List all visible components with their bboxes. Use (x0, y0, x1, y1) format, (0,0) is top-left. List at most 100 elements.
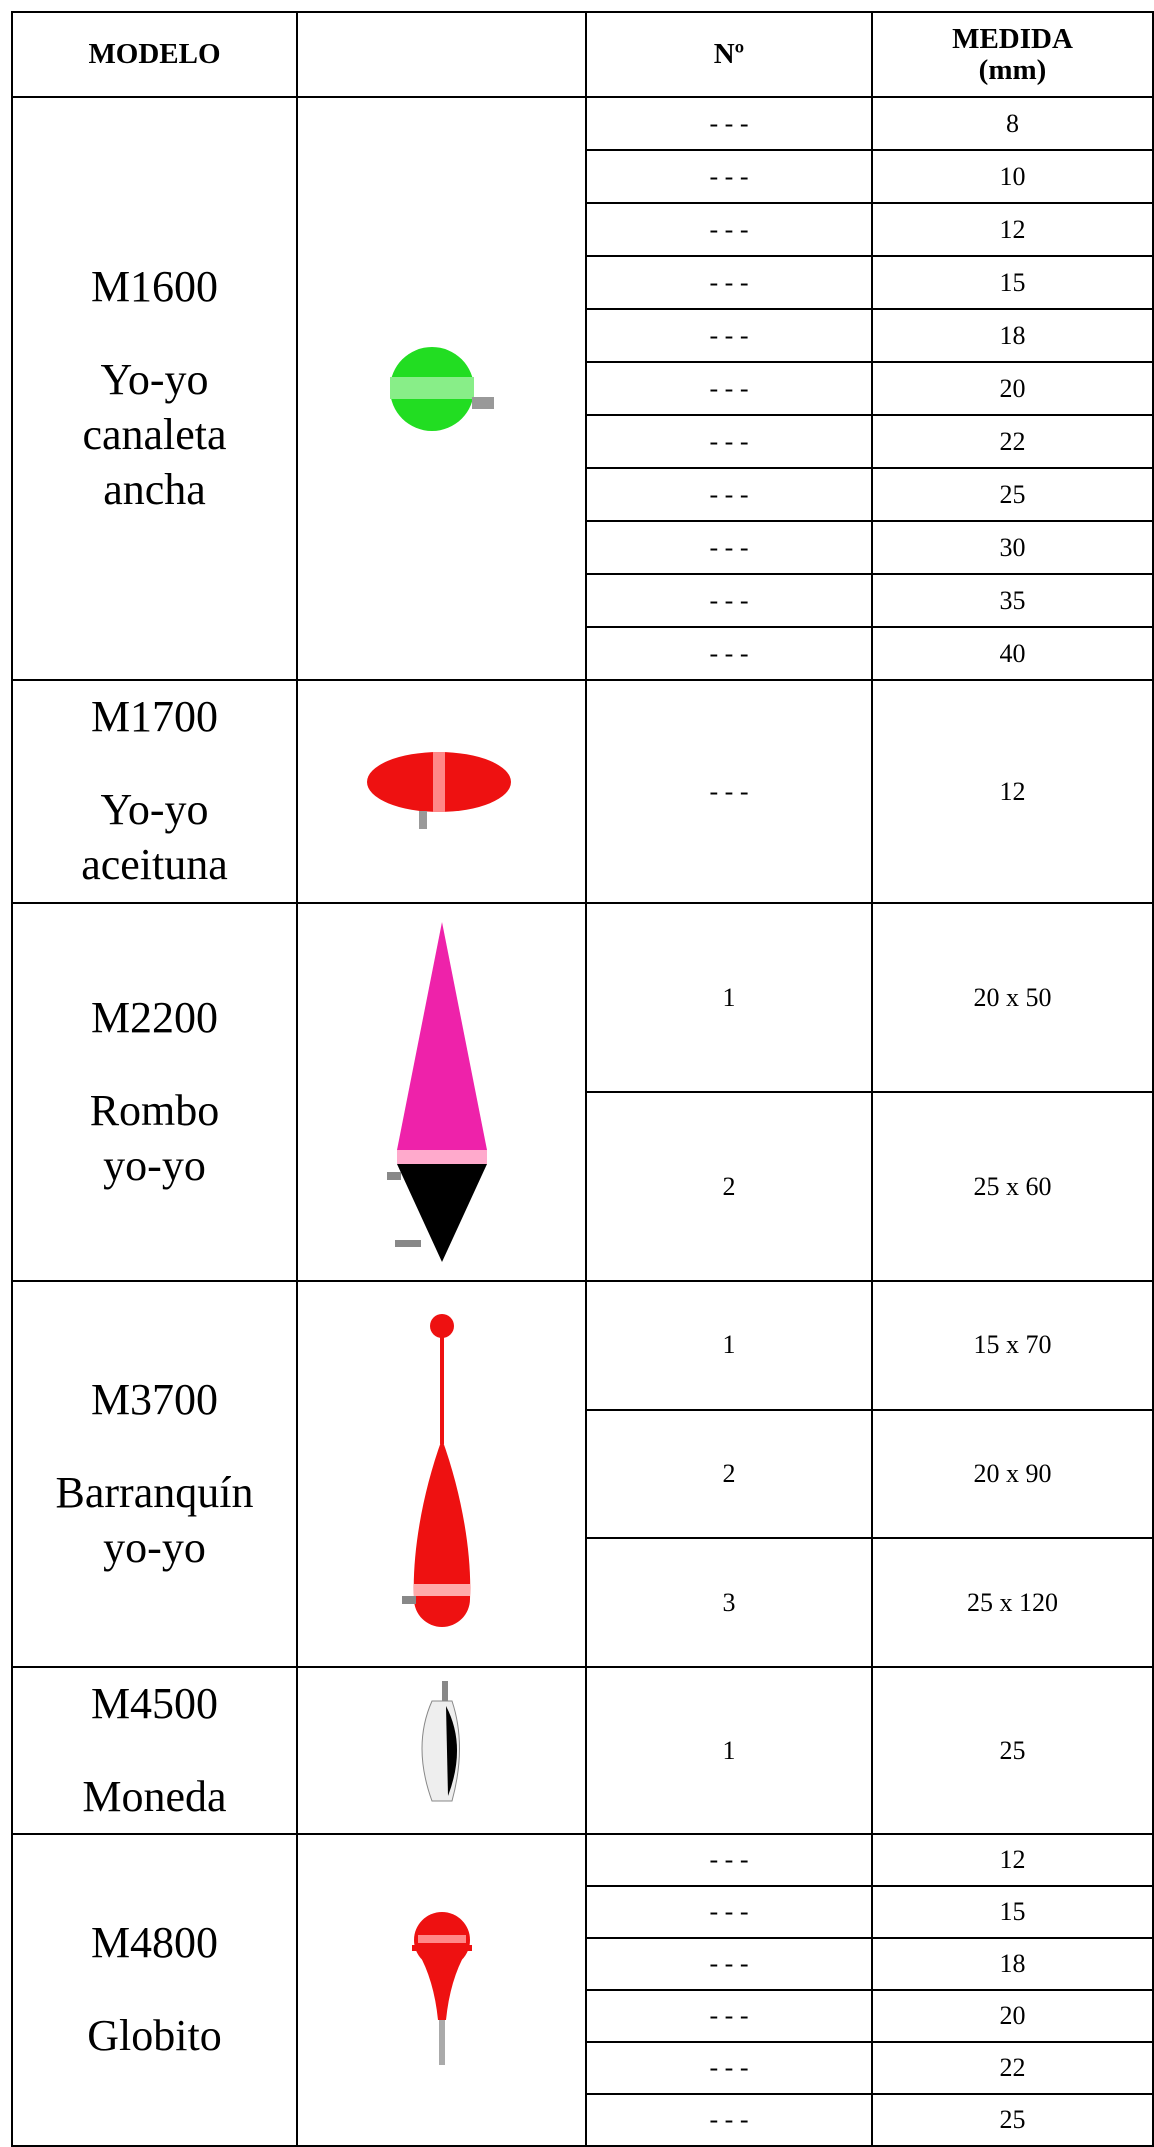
header-numero: Nº (585, 11, 873, 98)
table-body: M1600 Yo-yo canaleta ancha - - -8- - -10- … (11, 96, 1154, 2147)
model-code: M2200 (90, 992, 219, 1042)
table-row: - - -10 (12, 149, 1154, 204)
table-row: 2 25 x 60 (12, 1091, 1154, 1282)
header-image (296, 11, 587, 98)
numero-cell: - - - (585, 1989, 873, 2044)
model-name: Rombo yo-yo (89, 1085, 220, 1190)
numero-cell: - - - (585, 467, 873, 522)
header-medida: MEDIDA (mm) (871, 11, 1154, 98)
numero-cell: - - - (585, 2041, 873, 2096)
image-cell (296, 1833, 587, 2147)
numero-cell: 1 (585, 902, 873, 1093)
table-row: - - -18 (12, 308, 1154, 363)
model-code: M1700 (90, 692, 219, 741)
product-table: MODELO Nº MEDIDA (mm) M1600 Yo-yo canalet… (11, 11, 1154, 2147)
table-row: - - -20 (12, 1989, 1154, 2044)
medida-cell: 20 x 50 (871, 902, 1154, 1093)
product-image (421, 1680, 460, 1802)
table-row: - - -35 (12, 573, 1154, 628)
model-cell: M3700 Barranquín yo-yo (11, 1279, 298, 1669)
image-cell (296, 96, 587, 681)
medida-cell: 20 (871, 1989, 1154, 2044)
table-row: M2200 Rombo yo-yo 1 20 x 50 (11, 902, 1154, 1282)
numero-cell: 2 (585, 1091, 873, 1282)
model-code: M4500 (90, 1678, 219, 1728)
medida-cell: 25 x 120 (871, 1537, 1154, 1669)
medida-cell: 15 (871, 255, 1154, 310)
table-row: - - -25 (12, 467, 1154, 522)
medida-cell: 10 (871, 149, 1154, 204)
header-modelo: MODELO (11, 11, 298, 98)
table-row: M4800 Globito - - -12 (11, 1833, 1154, 2147)
model-cell: M4800 Globito (11, 1833, 298, 2147)
model-code: M4800 (90, 1918, 219, 1968)
table-row: - - -22 (12, 2041, 1154, 2096)
table-row: - - -22 (12, 414, 1154, 469)
medida-cell: 35 (871, 573, 1154, 628)
model-name: Yo-yo aceituna (81, 785, 228, 889)
numero-cell: 2 (585, 1408, 873, 1540)
numero-cell: 3 (585, 1537, 873, 1669)
model-name: Globito (87, 2011, 222, 2061)
medida-cell: 25 (871, 1666, 1154, 1836)
model-cell: M4500 Moneda (11, 1666, 298, 1836)
numero-cell: 1 (585, 1666, 873, 1836)
numero-cell: - - - (585, 679, 873, 904)
medida-cell: 12 (871, 202, 1154, 257)
medida-cell: 22 (871, 2041, 1154, 2096)
model-code: M1600 (90, 261, 219, 311)
numero-cell: - - - (585, 149, 873, 204)
medida-cell: 18 (871, 1937, 1154, 1992)
table-row: - - -15 (12, 1885, 1154, 1940)
table-row: M1700 Yo-yo aceituna - - -12 (11, 679, 1154, 904)
medida-cell: 25 (871, 467, 1154, 522)
table-row: 3 25 x 120 (12, 1537, 1154, 1669)
numero-cell: - - - (585, 1885, 873, 1940)
header-row: MODELO Nº MEDIDA (mm) (11, 11, 1154, 98)
numero-cell: - - - (585, 1833, 873, 1888)
model-cell: M1600 Yo-yo canaleta ancha (11, 96, 298, 681)
model-name: Barranquín yo-yo (55, 1467, 254, 1572)
product-image (389, 346, 494, 431)
table-row: - - -40 (12, 626, 1154, 681)
medida-cell: 20 (871, 361, 1154, 416)
medida-cell: 40 (871, 626, 1154, 681)
numero-cell: - - - (585, 1937, 873, 1992)
medida-cell: 15 x 70 (871, 1280, 1154, 1411)
medida-cell: 25 x 60 (871, 1091, 1154, 1282)
numero-cell: - - - (585, 520, 873, 575)
image-cell (296, 679, 587, 904)
product-image (401, 1314, 470, 1628)
image-cell (296, 1666, 587, 1836)
numero-cell: - - - (585, 202, 873, 257)
medida-cell: 22 (871, 414, 1154, 469)
product-image (386, 922, 487, 1262)
model-name: Yo-yo canaleta ancha (82, 354, 227, 514)
table-row: M4500 Moneda 1 25 (11, 1666, 1154, 1836)
numero-cell: 1 (585, 1280, 873, 1411)
numero-cell: - - - (585, 361, 873, 416)
model-cell: M1700 Yo-yo aceituna (11, 679, 298, 904)
medida-cell: 20 x 90 (871, 1408, 1154, 1540)
medida-cell: 25 (871, 2093, 1154, 2147)
image-cell (296, 902, 587, 1282)
table-row: 2 20 x 90 (12, 1408, 1154, 1540)
numero-cell: - - - (585, 573, 873, 628)
medida-cell: 8 (871, 96, 1154, 151)
image-cell (296, 1279, 587, 1669)
table-row: - - -12 (12, 202, 1154, 257)
medida-cell: 18 (871, 308, 1154, 363)
product-image (366, 751, 511, 829)
model-code: M3700 (90, 1374, 219, 1424)
table-row: - - -30 (12, 520, 1154, 575)
numero-cell: - - - (585, 626, 873, 681)
medida-cell: 12 (871, 679, 1154, 904)
table-row: - - -15 (12, 255, 1154, 310)
model-cell: M2200 Rombo yo-yo (11, 902, 298, 1282)
medida-cell: 15 (871, 1885, 1154, 1940)
medida-cell: 30 (871, 520, 1154, 575)
model-name: Moneda (82, 1771, 227, 1821)
table-row: M3700 Barranquín yo-yo 1 15 x 70 (11, 1279, 1154, 1669)
table-row: M1600 Yo-yo canaleta ancha - - -8 (11, 96, 1154, 681)
